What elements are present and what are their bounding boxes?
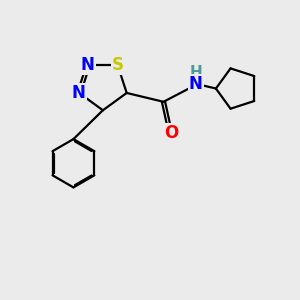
Text: H: H xyxy=(190,65,202,80)
Text: S: S xyxy=(112,56,124,74)
Text: N: N xyxy=(72,84,86,102)
Text: N: N xyxy=(81,56,94,74)
Text: O: O xyxy=(164,124,178,142)
Text: N: N xyxy=(189,75,203,93)
